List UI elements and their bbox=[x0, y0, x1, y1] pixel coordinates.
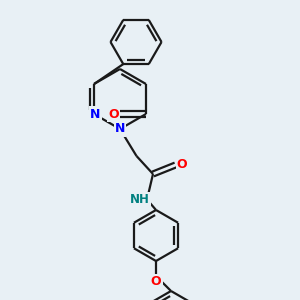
Text: O: O bbox=[177, 158, 188, 172]
Text: N: N bbox=[115, 122, 125, 136]
Text: O: O bbox=[109, 107, 119, 121]
Text: N: N bbox=[90, 107, 101, 121]
Text: O: O bbox=[151, 275, 161, 288]
Text: NH: NH bbox=[130, 193, 149, 206]
